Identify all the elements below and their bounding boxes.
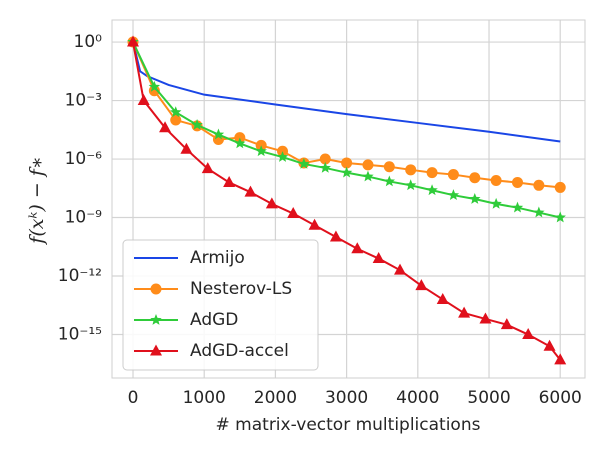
data-point [276, 151, 289, 162]
data-point [426, 184, 438, 196]
data-point [265, 197, 278, 209]
legend-label: Nesterov-LS [190, 279, 292, 299]
series-line [132, 41, 562, 361]
y-axis-label: f(xᵏ) − f∗ [26, 156, 48, 245]
y-tick-label: 10⁰ [74, 32, 103, 52]
data-point [447, 189, 460, 201]
data-point [351, 242, 364, 254]
x-axis-label: # matrix-vector multiplications [216, 415, 481, 435]
data-point [415, 279, 428, 291]
legend-box [122, 239, 319, 371]
data-point [372, 252, 385, 264]
y-tick-label: 10⁻³ [65, 91, 102, 111]
legend: Armijo Nesterov-LS AdGD AdGD-accel [122, 239, 319, 371]
data-point [404, 179, 417, 191]
data-point [490, 175, 502, 187]
data-point [223, 175, 236, 187]
data-point [383, 161, 395, 173]
data-point [137, 94, 150, 106]
x-tick-label: 5000 [467, 388, 510, 408]
x-tick-label: 2000 [254, 388, 297, 408]
data-point [405, 164, 417, 176]
data-point [244, 185, 257, 197]
data-point [447, 169, 459, 181]
data-point [533, 206, 545, 218]
series-line [132, 41, 561, 143]
data-point [319, 161, 331, 173]
data-point [159, 121, 172, 133]
data-point [490, 197, 502, 209]
data-point [511, 176, 523, 188]
data-point [426, 167, 438, 179]
legend-label: AdGD [190, 310, 238, 330]
data-point [383, 175, 396, 187]
data-point [329, 230, 342, 242]
data-point [469, 172, 481, 184]
data-point [180, 142, 193, 154]
y-tick-label: 10⁻⁶ [65, 149, 103, 169]
x-tick-label: 4000 [396, 388, 439, 408]
data-point [469, 193, 481, 204]
y-tick-label: 10⁻⁹ [65, 208, 103, 228]
plot-area [111, 19, 586, 379]
y-tick-label: 10⁻¹⁵ [58, 325, 102, 345]
legend-marker [150, 283, 162, 295]
legend-label: Armijo [190, 248, 245, 268]
data-point [543, 339, 556, 351]
x-tick-label: 0 [128, 388, 139, 408]
legend-label: AdGD-accel [190, 341, 289, 361]
data-point [319, 153, 331, 165]
data-point [554, 181, 566, 193]
data-point [234, 137, 246, 149]
data-point [479, 312, 492, 324]
data-point [522, 328, 535, 340]
legend-marker [150, 344, 162, 356]
data-point [533, 179, 545, 191]
data-point [298, 157, 310, 169]
data-point [436, 292, 449, 304]
data-point [341, 157, 353, 169]
data-point [554, 211, 566, 223]
x-tick-label: 3000 [325, 388, 368, 408]
data-point [201, 162, 214, 174]
data-point [362, 159, 374, 171]
legend-marker [150, 314, 162, 325]
x-tick-label: 6000 [539, 388, 582, 408]
data-point [148, 85, 160, 97]
data-point [170, 106, 182, 118]
data-point [554, 353, 567, 365]
data-point [127, 35, 140, 47]
data-point [255, 145, 267, 157]
data-point [148, 80, 161, 92]
data-point [340, 166, 353, 178]
data-point [458, 306, 471, 318]
data-point [212, 128, 225, 140]
data-point [511, 201, 524, 213]
data-point [191, 118, 203, 130]
data-point [362, 170, 374, 182]
data-point [170, 114, 182, 126]
x-tick-label: 1000 [183, 388, 226, 408]
data-point [287, 207, 300, 219]
y-tick-label: 10⁻¹² [58, 266, 102, 286]
data-point [394, 263, 407, 275]
data-point [308, 218, 321, 230]
data-point [500, 318, 513, 330]
